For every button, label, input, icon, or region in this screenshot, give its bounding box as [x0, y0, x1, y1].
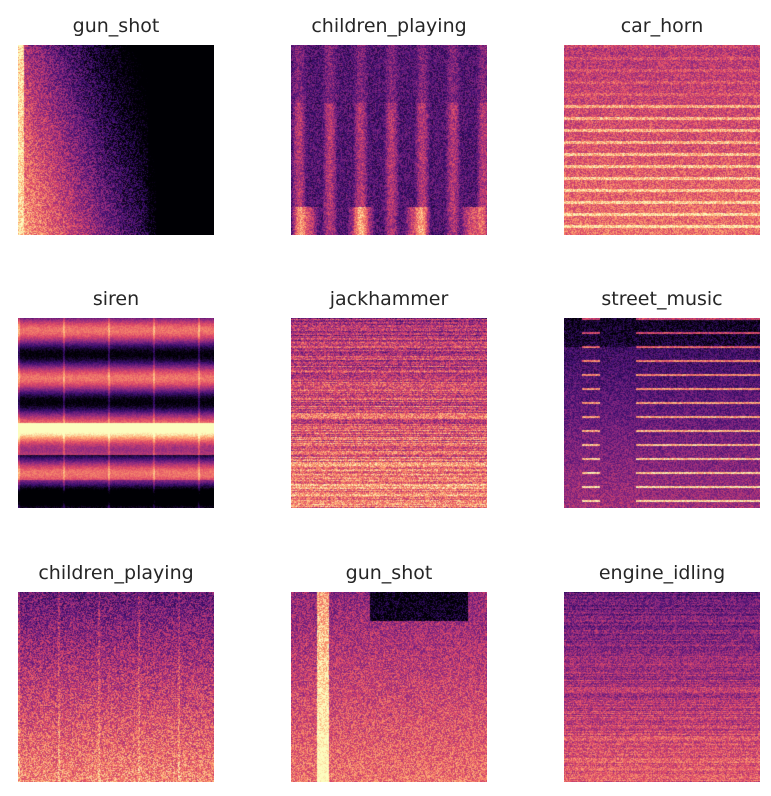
spectrogram-panel: siren	[18, 288, 214, 508]
panel-title: gun_shot	[345, 562, 433, 584]
spectrogram-panel: jackhammer	[291, 288, 487, 508]
spectrogram-image	[564, 45, 760, 235]
panel-title: gun_shot	[72, 15, 160, 37]
panel-title: car_horn	[620, 15, 704, 37]
spectrogram-image	[564, 318, 760, 508]
spectrogram-image	[18, 45, 214, 235]
spectrogram-panel: children_playing	[18, 562, 214, 782]
panel-title: jackhammer	[329, 288, 449, 310]
spectrogram-image	[291, 318, 487, 508]
spectrogram-image	[18, 318, 214, 508]
panel-title: siren	[92, 288, 140, 310]
spectrogram-panel: engine_idling	[564, 562, 760, 782]
spectrogram-image	[18, 592, 214, 782]
spectrogram-panel: gun_shot	[291, 562, 487, 782]
panel-title: children_playing	[311, 15, 467, 37]
panel-title: children_playing	[38, 562, 194, 584]
spectrogram-panel: street_music	[564, 288, 760, 508]
panel-title: street_music	[601, 288, 723, 310]
spectrogram-panel: gun_shot	[18, 15, 214, 235]
spectrogram-panel: car_horn	[564, 15, 760, 235]
spectrogram-panel: children_playing	[291, 15, 487, 235]
spectrogram-image	[291, 592, 487, 782]
panel-title: engine_idling	[598, 562, 726, 584]
spectrogram-image	[564, 592, 760, 782]
spectrogram-image	[291, 45, 487, 235]
